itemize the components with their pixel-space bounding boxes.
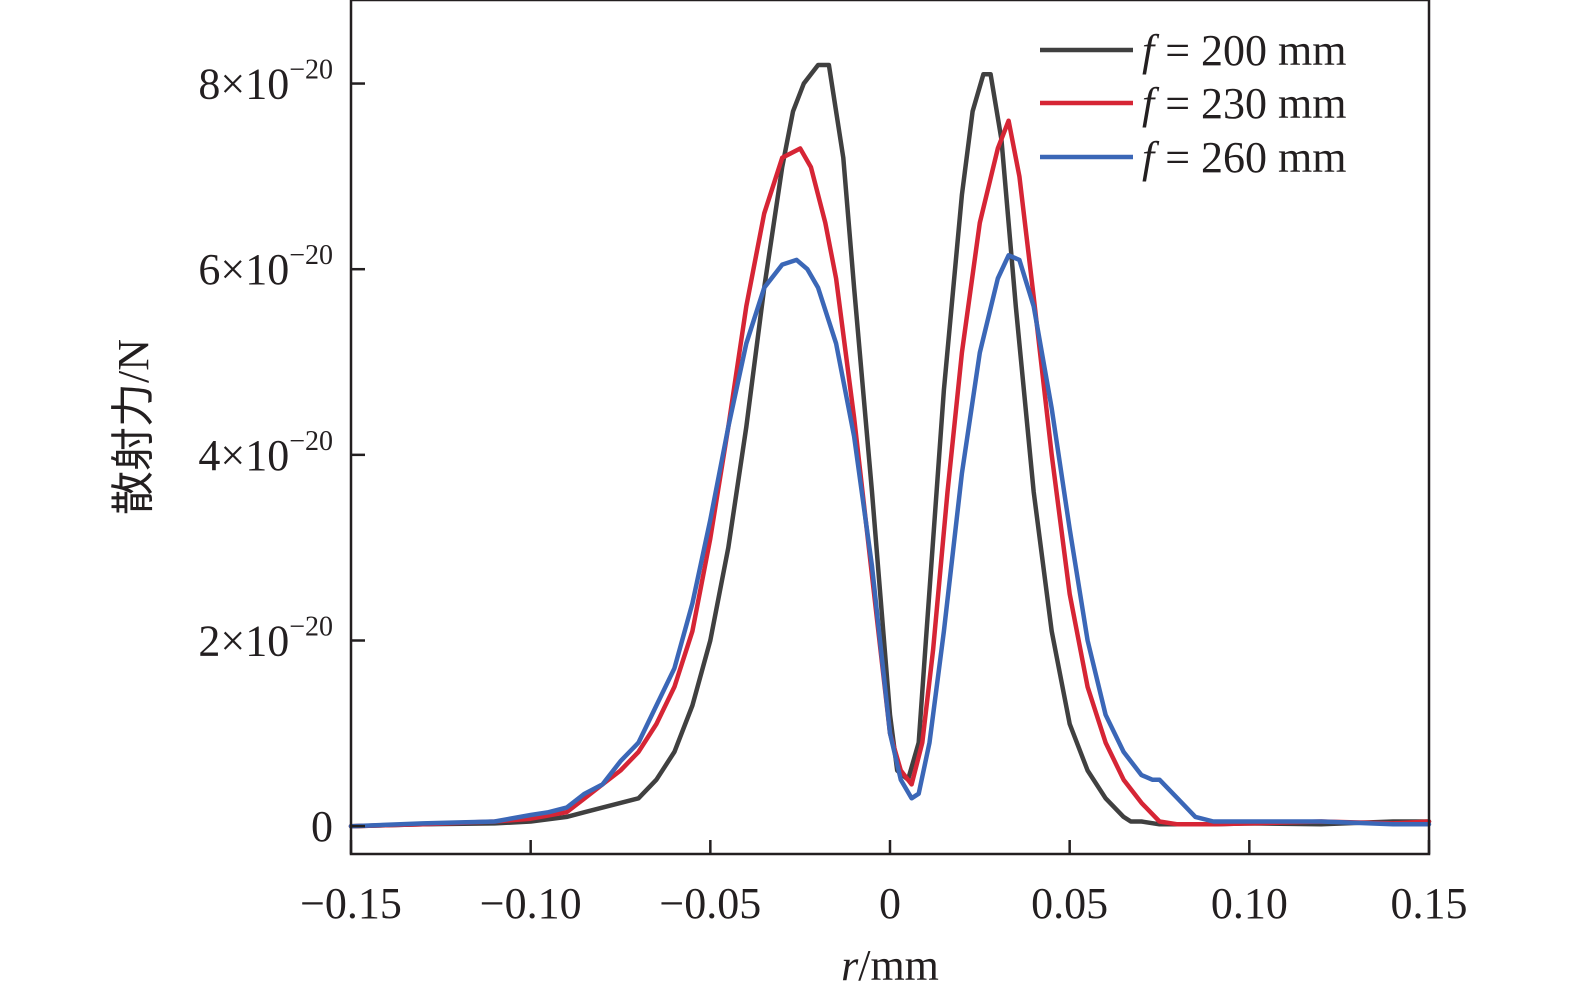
legend-label-0: f = 200 mm (1142, 26, 1347, 75)
x-axis-title-unit: /mm (858, 941, 939, 990)
x-axis: −0.15 −0.10 −0.05 0 0.05 0.10 0.15 (300, 840, 1468, 928)
x-axis-title: r/mm (841, 941, 939, 990)
legend-label-2: f = 260 mm (1142, 133, 1347, 182)
legend: f = 200 mmf = 230 mm f = 260 mm (1040, 26, 1347, 182)
y-axis-title: 散射力/N (109, 339, 158, 515)
x-tick-label: 0.05 (1031, 879, 1108, 928)
y-tick-label: 8×10−20 (198, 55, 333, 109)
series-line-2 (348, 253, 1432, 829)
x-tick-label: 0.15 (1391, 879, 1468, 928)
y-tick-label: 2×10−20 (198, 612, 333, 666)
curves-group (348, 62, 1432, 829)
x-tick-label: 0.10 (1211, 879, 1288, 928)
x-tick-label: 0 (879, 879, 901, 928)
y-tick-label: 0 (311, 802, 333, 851)
x-tick-label: −0.05 (659, 879, 761, 928)
x-tick-label: −0.15 (300, 879, 402, 928)
y-axis: 0 2×10−20 4×10−20 6×10−20 8×10−20 (198, 55, 365, 851)
x-tick-label: −0.10 (480, 879, 582, 928)
legend-label-1: f = 230 mm (1142, 79, 1347, 128)
y-tick-label: 6×10−20 (198, 240, 333, 294)
x-axis-title-var: r (841, 941, 859, 990)
y-tick-label: 4×10−20 (198, 426, 333, 480)
